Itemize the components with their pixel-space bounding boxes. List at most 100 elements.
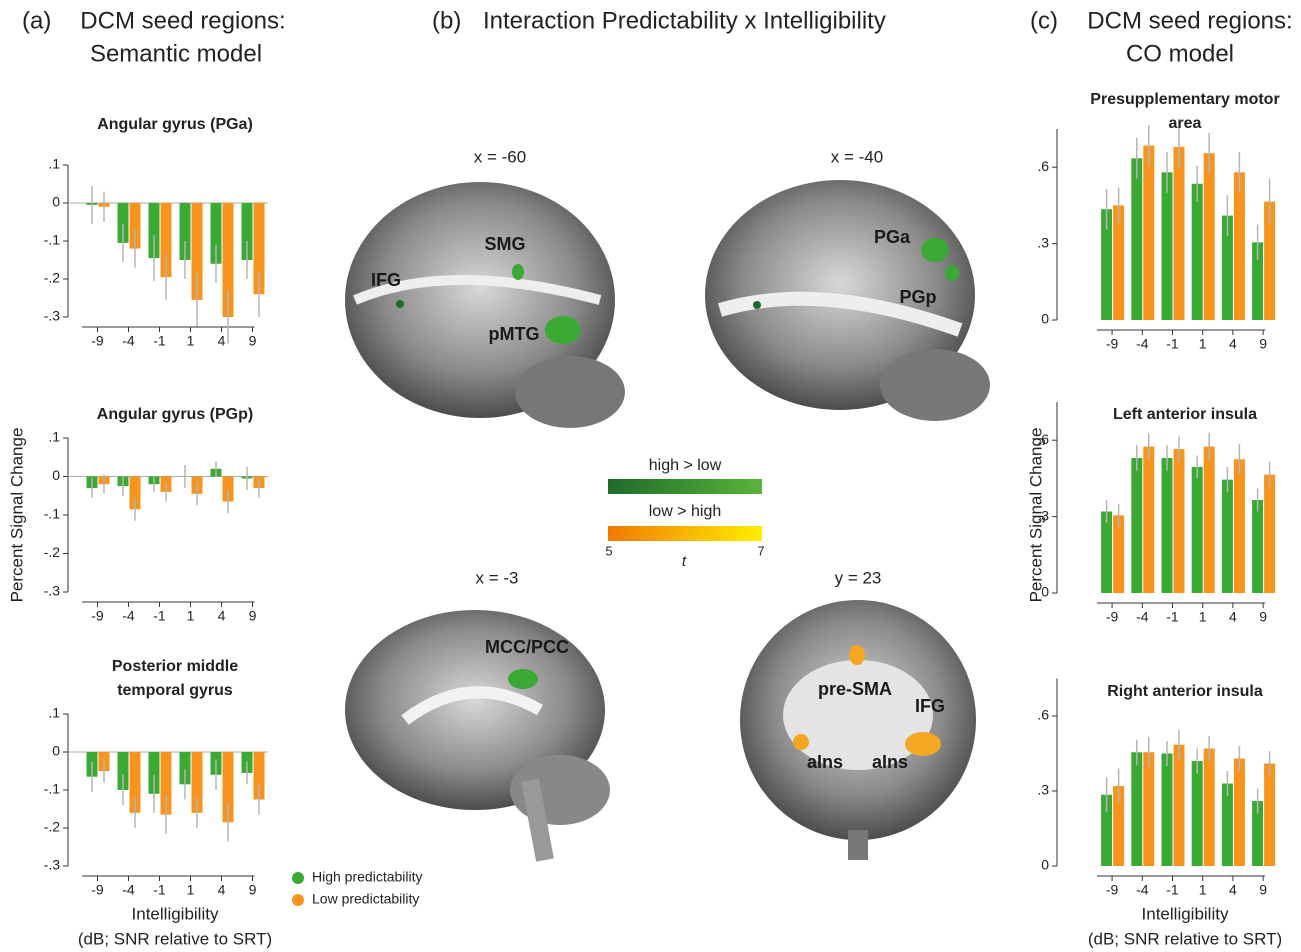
- y-tick-label: -.2: [44, 819, 61, 835]
- region-label: pMTG: [489, 324, 540, 344]
- cluster: [905, 732, 941, 756]
- x-tick-label: 1: [1199, 882, 1207, 898]
- region-label: aIns: [807, 752, 843, 772]
- bar: [1101, 512, 1112, 593]
- y-tick-label: 0: [52, 194, 60, 210]
- cluster: [753, 301, 761, 309]
- region-label: IFG: [915, 696, 945, 716]
- x-tick-label: -9: [1106, 336, 1119, 352]
- x-tick-label: 4: [218, 608, 226, 624]
- x-tick-label: -1: [1166, 336, 1179, 352]
- slice-label: x = -40: [831, 147, 883, 166]
- chart-title: Right anterior insula: [1090, 680, 1280, 704]
- legend-marker: [292, 894, 304, 906]
- chart-title: Presupplementary motor area: [1090, 88, 1280, 136]
- bar: [1174, 449, 1185, 593]
- bar: [1113, 515, 1124, 593]
- legend-marker: [292, 872, 304, 884]
- chart-title: Angular gyrus (PGa): [85, 113, 265, 137]
- x-tick-label: 1: [187, 608, 195, 624]
- y-tick-label: .6: [1037, 158, 1049, 174]
- bar: [1162, 458, 1173, 593]
- x-tick-label: -4: [1136, 336, 1149, 352]
- chart-title: Left anterior insula: [1090, 403, 1280, 427]
- x-tick-label: 9: [1259, 882, 1267, 898]
- chart: (a) DCM seed regions: Semantic model (b)…: [0, 0, 1301, 952]
- x-tick-label: -9: [91, 608, 104, 624]
- y-tick-label: -.1: [44, 232, 61, 248]
- y-tick-label: .1: [48, 705, 60, 721]
- x-tick-label: 1: [1199, 336, 1207, 352]
- x-tick-label: -1: [153, 333, 166, 349]
- panel-title: Semantic model: [90, 40, 262, 67]
- cluster: [512, 264, 524, 280]
- region-label: PGa: [874, 227, 911, 247]
- x-tick-label: -1: [1166, 609, 1179, 625]
- y-tick-label: -.3: [44, 583, 61, 599]
- x-tick-label: -9: [1106, 882, 1119, 898]
- x-tick-label: 4: [1229, 609, 1237, 625]
- region-label: pre-SMA: [818, 679, 892, 699]
- x-tick-label: 9: [1259, 336, 1267, 352]
- cluster: [945, 265, 959, 281]
- region-label: PGp: [899, 287, 936, 307]
- colorbar-tick: 5: [605, 543, 612, 558]
- cluster: [849, 645, 865, 665]
- region-label: SMG: [484, 234, 525, 254]
- x-tick-label: 9: [249, 333, 257, 349]
- x-tick-label: -1: [1166, 882, 1179, 898]
- region-label: MCC/PCC: [485, 637, 569, 657]
- bar: [1143, 447, 1154, 593]
- bar: [1174, 147, 1185, 320]
- bar: [1222, 480, 1233, 593]
- white-matter: [783, 660, 933, 770]
- x-tick-label: 1: [187, 882, 195, 898]
- chart-title: Posterior middle temporal gyrus: [85, 655, 265, 703]
- x-tick-label: 4: [1229, 336, 1237, 352]
- colorbar-title: t: [682, 553, 687, 570]
- x-tick-label: -1: [153, 882, 166, 898]
- cluster: [396, 300, 404, 308]
- x-tick-label: 4: [218, 333, 226, 349]
- x-tick-label: -9: [91, 333, 104, 349]
- x-tick-label: 4: [218, 882, 226, 898]
- x-tick-label: -4: [122, 882, 135, 898]
- x-tick-label: -9: [91, 882, 104, 898]
- x-tick-label: -9: [1106, 609, 1119, 625]
- legend-label: High predictability: [312, 869, 423, 885]
- cluster: [921, 238, 949, 262]
- y-tick-label: 0: [52, 467, 60, 483]
- bar: [1192, 761, 1203, 866]
- bar: [1234, 172, 1245, 320]
- y-tick-label: -.3: [44, 857, 61, 873]
- legend-label: Low predictability: [312, 891, 419, 907]
- y-axis-label: Percent Signal Change: [1026, 428, 1045, 603]
- y-tick-label: -.1: [44, 781, 61, 797]
- x-tick-label: -4: [1136, 882, 1149, 898]
- y-tick-label: .6: [1037, 707, 1049, 723]
- panel-title: Interaction Predictability x Intelligibi…: [483, 7, 886, 34]
- panel-label: (a): [22, 7, 51, 34]
- x-tick-label: -4: [122, 333, 135, 349]
- y-tick-label: -.3: [44, 308, 61, 324]
- brainstem: [848, 830, 868, 860]
- bar: [1162, 172, 1173, 320]
- colorbar-tick: 7: [757, 543, 764, 558]
- slice-label: y = 23: [835, 568, 882, 587]
- cerebellum: [880, 349, 990, 421]
- bar: [1204, 749, 1215, 867]
- bar: [1252, 500, 1263, 593]
- x-axis-label: Intelligibility: [1142, 904, 1229, 923]
- cluster: [545, 316, 581, 344]
- panel-label: (c): [1030, 7, 1058, 34]
- bar: [1204, 447, 1215, 593]
- x-tick-label: 9: [1259, 609, 1267, 625]
- region-label: IFG: [371, 270, 401, 290]
- bar: [1264, 475, 1275, 593]
- figure: (a) DCM seed regions: Semantic model (b)…: [0, 0, 1301, 952]
- y-tick-label: 0: [1041, 311, 1049, 327]
- bar: [1143, 752, 1154, 866]
- panel-label: (b): [432, 7, 461, 34]
- panel-title: CO model: [1126, 40, 1234, 67]
- cluster: [793, 734, 809, 750]
